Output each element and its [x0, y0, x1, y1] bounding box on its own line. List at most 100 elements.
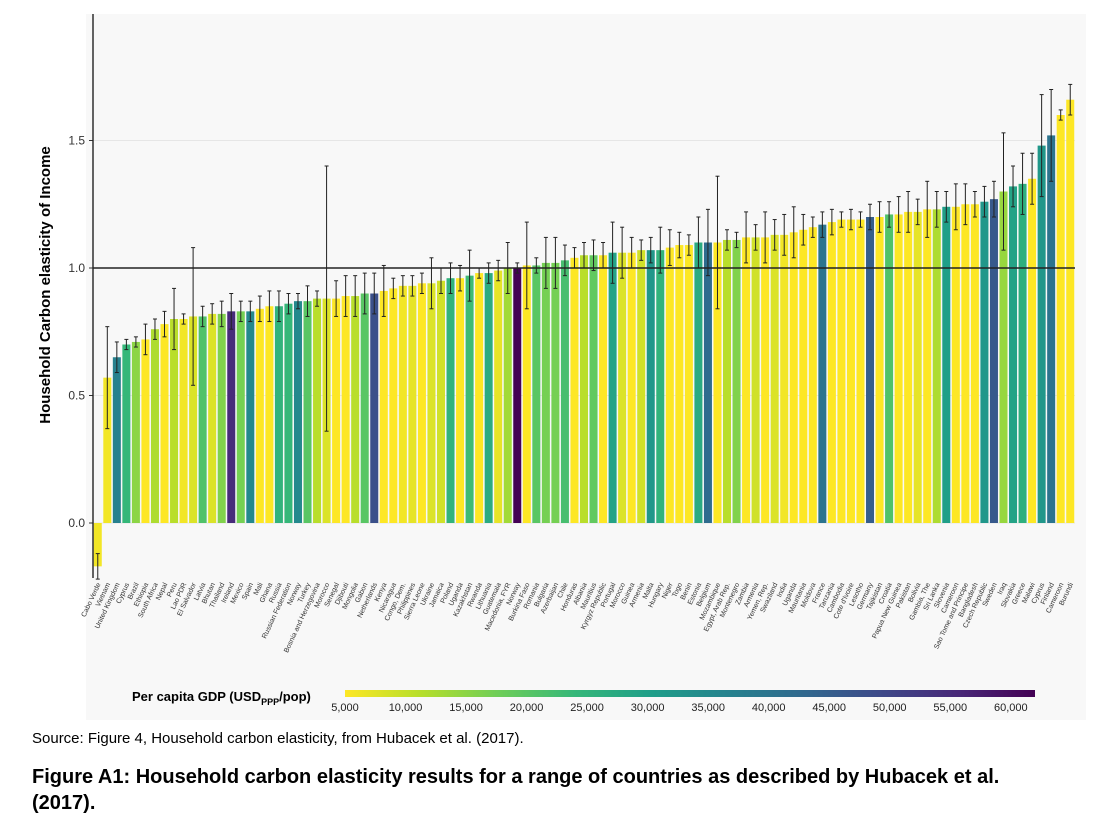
bar — [398, 285, 407, 523]
bar — [837, 219, 846, 524]
legend-tick-label: 50,000 — [873, 702, 907, 714]
bar — [303, 301, 312, 523]
legend-tick-label: 35,000 — [691, 702, 725, 714]
bar — [1066, 99, 1075, 523]
bar — [932, 209, 941, 523]
bar — [904, 211, 913, 523]
bar — [694, 242, 703, 523]
legend-gradient-bar — [345, 690, 1035, 697]
bar — [942, 206, 951, 524]
bar — [284, 303, 293, 523]
bar — [236, 311, 245, 523]
bar — [313, 298, 322, 523]
bar — [751, 237, 760, 523]
bar — [370, 293, 379, 523]
bar — [808, 227, 817, 523]
bar — [293, 301, 302, 523]
bar — [770, 234, 779, 523]
legend-tick-label: 30,000 — [631, 702, 665, 714]
x-tick-label: Mali — [253, 581, 265, 596]
legend-tick-label: 15,000 — [449, 702, 483, 714]
bar — [198, 316, 207, 523]
bar — [980, 201, 989, 523]
bar — [351, 296, 360, 523]
bar — [541, 262, 550, 523]
bar — [417, 283, 426, 523]
bar — [742, 237, 751, 523]
figure-caption: Figure A1: Household carbon elasticity r… — [32, 766, 1000, 814]
axes: 0.0 0.5 1.0 1.5 — [68, 14, 1075, 578]
bar — [761, 237, 770, 523]
bar — [732, 239, 741, 523]
legend-title: Per capita GDP (USDPPP/pop) — [132, 689, 311, 707]
legend-tick-label: 60,000 — [994, 702, 1028, 714]
bar — [255, 308, 264, 523]
bars — [93, 99, 1075, 567]
bar — [627, 252, 636, 523]
bar — [875, 217, 884, 523]
bar — [189, 316, 198, 523]
bar — [446, 278, 455, 523]
bar — [1028, 178, 1037, 523]
legend-tick-label: 10,000 — [389, 702, 423, 714]
bar — [618, 252, 627, 523]
y-axis-title: Household Carbon elasticity of Income — [37, 146, 54, 424]
bar — [456, 278, 465, 523]
bar — [989, 199, 998, 523]
bar — [532, 265, 541, 523]
bar — [970, 204, 979, 523]
bar — [560, 260, 569, 523]
x-tick-label: Iraq — [997, 582, 1008, 596]
bar — [1018, 183, 1027, 523]
legend-tick-label: 25,000 — [570, 702, 604, 714]
bar — [599, 255, 608, 523]
bar — [646, 250, 655, 523]
legend-tick-label: 55,000 — [933, 702, 967, 714]
bar — [799, 229, 808, 523]
bar — [170, 319, 179, 523]
bar — [551, 262, 560, 523]
y-tick-label: 0.0 — [68, 516, 85, 530]
color-legend: Per capita GDP (USDPPP/pop) 5,000 10,000 1… — [132, 689, 1035, 714]
bar — [894, 214, 903, 523]
bar — [856, 219, 865, 524]
bar — [360, 293, 369, 523]
error-bars — [95, 83, 1073, 580]
bar — [589, 255, 598, 523]
bar — [827, 222, 836, 523]
source-caption: Source: Figure 4, Household carbon elast… — [32, 730, 524, 747]
bar — [999, 191, 1008, 523]
bar — [265, 306, 274, 523]
bar — [579, 255, 589, 523]
bar — [713, 242, 722, 523]
legend-tick-label: 45,000 — [812, 702, 846, 714]
legend-tick-label: 20,000 — [510, 702, 544, 714]
bar — [427, 283, 436, 523]
bar — [637, 250, 646, 523]
y-tick-label: 1.0 — [68, 261, 85, 275]
bar — [436, 280, 445, 523]
bar — [150, 329, 159, 523]
bar — [951, 206, 960, 524]
bar — [570, 257, 579, 523]
bar — [780, 234, 789, 523]
bar — [961, 204, 970, 523]
bar — [1047, 135, 1056, 523]
bar — [112, 357, 121, 523]
bar — [389, 288, 398, 523]
bar — [503, 268, 512, 523]
bar — [217, 313, 226, 523]
bar — [885, 214, 894, 523]
bar — [513, 268, 522, 523]
bar — [484, 273, 493, 523]
bar — [665, 247, 674, 523]
bar — [408, 285, 417, 523]
bar — [684, 245, 693, 524]
bar — [1009, 186, 1018, 523]
bar — [122, 344, 131, 523]
bar — [608, 252, 617, 523]
bar — [160, 324, 169, 523]
bar — [131, 341, 140, 523]
legend-tick-label: 5,000 — [331, 702, 359, 714]
